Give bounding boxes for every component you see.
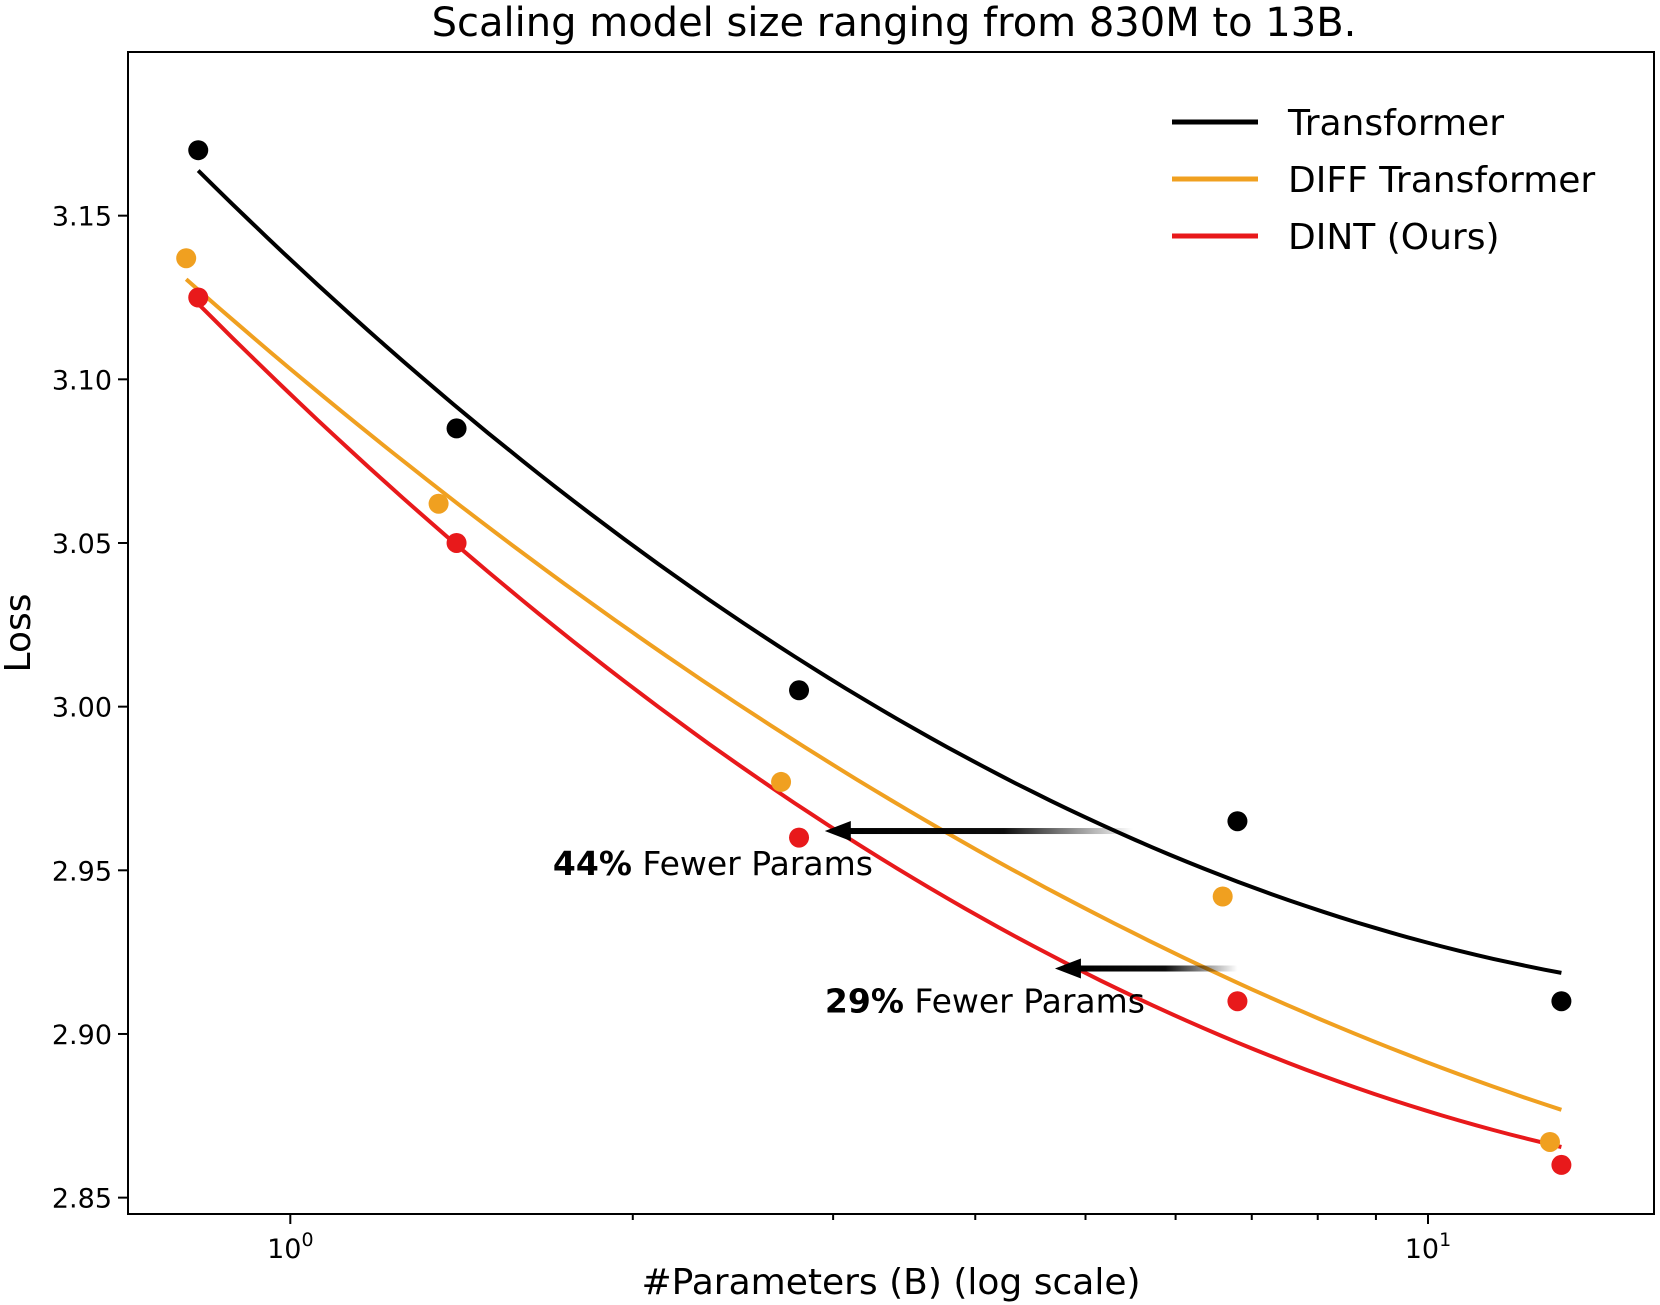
y-axis-ticks: 2.85 2.90 2.95 3.00 3.05 3.10 3.15 bbox=[52, 202, 128, 1215]
point-diff-transformer bbox=[428, 493, 449, 514]
y-tick-label: 3.05 bbox=[52, 529, 112, 560]
point-diff-transformer bbox=[1539, 1131, 1560, 1152]
legend-label: DIFF Transformer bbox=[1288, 160, 1595, 201]
point-transformer bbox=[1227, 811, 1248, 832]
data-points bbox=[176, 140, 1572, 1175]
fit-line-dint-ours bbox=[196, 302, 1562, 1149]
y-tick-label: 3.00 bbox=[52, 693, 112, 724]
point-transformer bbox=[789, 680, 810, 701]
y-tick-label: 2.90 bbox=[52, 1020, 112, 1051]
point-dint-ours bbox=[188, 287, 209, 308]
point-transformer bbox=[446, 418, 467, 439]
x-axis-label: #Parameters (B) (log scale) bbox=[641, 1262, 1140, 1303]
point-dint-ours bbox=[446, 532, 467, 553]
x-tick-label: 101 bbox=[1405, 1229, 1451, 1265]
legend: Transformer DIFF Transformer DINT (Ours) bbox=[1172, 103, 1595, 258]
fit-curves bbox=[184, 169, 1563, 1149]
point-dint-ours bbox=[1551, 1154, 1572, 1175]
annotation-arrow-head bbox=[824, 821, 851, 842]
annotation-label: 44% Fewer Params bbox=[553, 844, 873, 883]
x-axis-ticks: 100 101 bbox=[267, 1214, 1451, 1265]
fit-line-diff-transformer bbox=[184, 277, 1563, 1112]
y-tick-label: 2.85 bbox=[52, 1184, 112, 1215]
y-tick-label: 3.10 bbox=[52, 365, 112, 396]
point-diff-transformer bbox=[771, 771, 792, 792]
point-transformer bbox=[1551, 991, 1572, 1012]
point-diff-transformer bbox=[176, 248, 197, 269]
chart-title: Scaling model size ranging from 830M to … bbox=[432, 0, 1357, 46]
annotation-arrow-head bbox=[1054, 958, 1081, 979]
y-axis-label: Loss bbox=[0, 594, 39, 673]
annotations: 44% Fewer Params 29% Fewer Params bbox=[553, 821, 1238, 1021]
point-transformer bbox=[188, 140, 209, 161]
annotation-arrow-shaft bbox=[1076, 965, 1238, 972]
legend-label: Transformer bbox=[1287, 103, 1504, 144]
x-tick-label: 100 bbox=[267, 1229, 313, 1265]
point-dint-ours bbox=[1227, 991, 1248, 1012]
y-tick-label: 2.95 bbox=[52, 856, 112, 887]
annotation-label: 29% Fewer Params bbox=[825, 982, 1145, 1021]
point-diff-transformer bbox=[1212, 886, 1233, 907]
point-dint-ours bbox=[789, 827, 810, 848]
legend-label: DINT (Ours) bbox=[1288, 217, 1500, 258]
fit-line-transformer bbox=[196, 169, 1562, 975]
annotation-arrow-shaft bbox=[846, 828, 1133, 835]
y-tick-label: 3.15 bbox=[52, 202, 112, 233]
plot-frame bbox=[127, 51, 1655, 1215]
